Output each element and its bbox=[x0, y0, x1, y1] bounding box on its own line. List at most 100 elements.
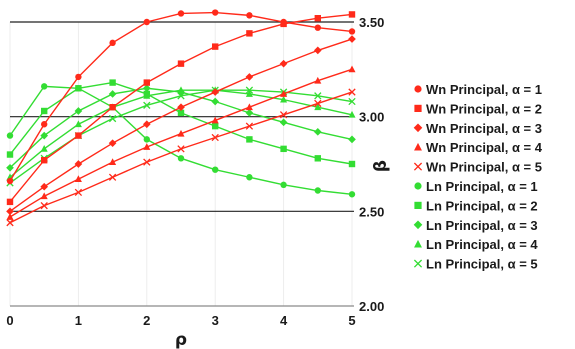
data-point bbox=[143, 143, 151, 150]
data-point bbox=[143, 79, 150, 86]
data-point bbox=[143, 158, 151, 166]
data-point bbox=[245, 103, 253, 111]
data-point bbox=[314, 92, 322, 100]
data-point bbox=[246, 30, 253, 37]
data-point bbox=[177, 155, 185, 162]
data-point bbox=[41, 83, 48, 90]
legend-label: Wn Principal, α = 5 bbox=[426, 160, 542, 175]
data-point bbox=[280, 90, 288, 97]
data-point bbox=[177, 109, 185, 117]
data-point bbox=[177, 145, 185, 153]
data-point bbox=[348, 11, 356, 18]
data-point bbox=[6, 198, 14, 206]
legend-marker bbox=[414, 239, 422, 248]
data-point bbox=[109, 39, 116, 47]
data-point bbox=[348, 35, 356, 43]
data-point bbox=[75, 132, 82, 139]
data-point bbox=[6, 132, 14, 139]
data-point bbox=[108, 114, 117, 123]
data-point bbox=[211, 133, 219, 142]
data-point bbox=[313, 46, 322, 55]
data-point bbox=[143, 18, 150, 26]
data-point bbox=[109, 79, 116, 86]
y-axis-title: β bbox=[371, 160, 391, 172]
series-4 bbox=[6, 65, 356, 220]
x-tick-label: 5 bbox=[348, 313, 355, 328]
series-3 bbox=[6, 35, 356, 216]
data-point bbox=[348, 88, 356, 96]
legend-entry: Ln Principal, α = 2 bbox=[414, 198, 538, 213]
series-5 bbox=[6, 88, 356, 227]
legend-label: Ln Principal, α = 2 bbox=[426, 198, 538, 213]
data-point bbox=[314, 187, 321, 194]
data-point bbox=[74, 120, 82, 128]
series-line bbox=[9, 85, 353, 195]
x-axis-title: ρ bbox=[175, 330, 187, 349]
data-point bbox=[6, 163, 14, 172]
data-point bbox=[211, 97, 220, 106]
data-point bbox=[212, 9, 219, 16]
x-tick-label: 3 bbox=[212, 313, 219, 328]
data-point bbox=[348, 135, 356, 144]
data-point bbox=[314, 24, 321, 31]
data-point bbox=[74, 107, 83, 115]
data-point bbox=[245, 122, 254, 130]
data-point bbox=[212, 166, 219, 173]
data-point bbox=[348, 191, 356, 198]
data-point bbox=[108, 173, 117, 181]
data-point bbox=[40, 131, 49, 140]
data-point bbox=[245, 73, 254, 81]
legend-label: Wn Principal, α = 4 bbox=[426, 140, 543, 155]
data-point bbox=[280, 20, 287, 28]
x-tick-label: 2 bbox=[143, 313, 150, 328]
data-point bbox=[279, 59, 288, 68]
data-point bbox=[143, 92, 151, 99]
data-point bbox=[74, 188, 83, 197]
data-point bbox=[6, 151, 14, 158]
legend-marker bbox=[413, 259, 423, 268]
plot-area bbox=[6, 9, 356, 227]
data-point bbox=[280, 145, 287, 153]
data-point bbox=[245, 90, 253, 97]
legend: Wn Principal, α = 1 Wn Principal, α = 2 Wn… bbox=[413, 82, 543, 272]
data-point bbox=[108, 90, 117, 98]
data-point bbox=[6, 177, 14, 185]
x-tick-label: 4 bbox=[280, 313, 288, 328]
data-point bbox=[279, 111, 288, 119]
legend-marker bbox=[413, 123, 423, 133]
data-point bbox=[245, 109, 254, 117]
data-point bbox=[211, 116, 219, 124]
data-point bbox=[6, 219, 14, 227]
data-point bbox=[280, 95, 288, 103]
legend-entry: Wn Principal, α = 4 bbox=[414, 140, 543, 155]
legend-entry: Ln Principal, α = 3 bbox=[413, 218, 538, 233]
data-point bbox=[75, 73, 82, 81]
y-tick-label: 3.50 bbox=[359, 15, 384, 30]
data-point bbox=[348, 65, 356, 73]
data-point bbox=[41, 157, 48, 164]
data-point bbox=[142, 84, 151, 93]
legend-label: Ln Principal, α = 1 bbox=[426, 179, 538, 194]
data-point bbox=[177, 10, 185, 17]
series-7 bbox=[6, 79, 356, 168]
legend-entry: Ln Principal, α = 5 bbox=[413, 257, 538, 272]
data-point bbox=[6, 213, 14, 220]
data-point bbox=[348, 97, 356, 106]
legend-marker bbox=[413, 162, 423, 171]
data-point bbox=[246, 136, 253, 143]
series-2 bbox=[6, 11, 356, 206]
legend-entry: Wn Principal, α = 1 bbox=[414, 82, 542, 97]
data-point bbox=[211, 88, 220, 96]
legend-label: Ln Principal, α = 3 bbox=[426, 218, 538, 233]
data-point bbox=[74, 175, 82, 183]
data-point bbox=[109, 104, 116, 111]
legend-label: Ln Principal, α = 5 bbox=[426, 257, 538, 272]
legend-marker bbox=[413, 220, 423, 230]
data-point bbox=[142, 120, 151, 129]
y-tick-label: 2.00 bbox=[359, 299, 384, 314]
data-point bbox=[177, 60, 185, 67]
data-point bbox=[177, 129, 185, 137]
data-point bbox=[143, 136, 150, 143]
data-point bbox=[212, 43, 219, 50]
legend-label: Ln Principal, α = 4 bbox=[426, 237, 538, 252]
